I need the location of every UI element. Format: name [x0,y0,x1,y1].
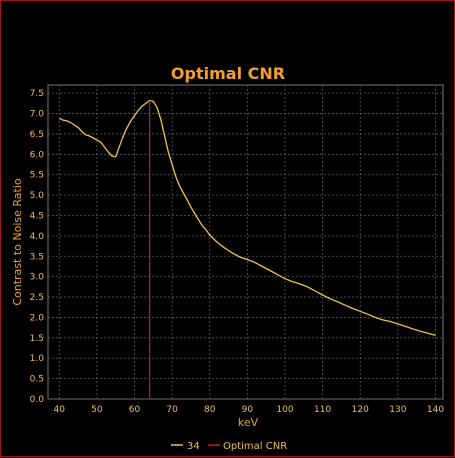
legend-label-34: 34 [187,441,200,452]
y-tick-label: 4.0 [30,232,45,242]
grid-layer [48,85,443,400]
y-axis-label: Contrast to Noise Ratio [11,178,24,306]
y-tick-labels: 0.0 0.5 1.0 1.5 2.0 2.5 3.0 3.5 4.0 4.5 5.0 5.5 6.0 6… [30,89,45,405]
y-tick-label: 5.5 [30,171,44,181]
y-tick-label: 4.5 [30,211,44,221]
x-tick-label: 60 [129,405,141,415]
x-tick-label: 90 [242,405,254,415]
series-layer [59,99,436,399]
x-tick-label: 80 [204,405,216,415]
x-tick-label: 110 [314,405,331,415]
series-line-34 [59,99,436,337]
x-axis-label: keV [238,416,259,429]
x-tick-label: 70 [166,405,178,415]
x-tick-label: 130 [389,405,406,415]
x-tick-labels: 40 50 60 70 80 90 100 110 120 130 140 [54,405,445,415]
y-tick-label: 3.5 [30,252,44,262]
x-tick-label: 100 [276,405,293,415]
chart-title: Optimal CNR [171,64,285,83]
y-tick-label: 2.0 [30,313,45,323]
plot-area [47,84,444,400]
y-tick-label: 7.0 [30,110,45,120]
y-tick-label: 3.0 [30,273,45,283]
legend-label-optimal-cnr: Optimal CNR [223,441,287,452]
y-tick-label: 6.0 [30,150,45,160]
y-tick-label: 7.5 [30,89,44,99]
y-tick-label: 1.0 [30,354,45,364]
legend: 34 Optimal CNR [171,441,287,452]
x-tick-label: 120 [352,405,369,415]
x-tick-label: 50 [91,405,103,415]
x-tick-label: 140 [427,405,444,415]
y-tick-label: 2.5 [30,293,44,303]
y-tick-label: 5.0 [30,191,45,201]
y-tick-label: 1.5 [30,334,44,344]
y-tick-label: 0.0 [30,395,45,405]
x-tick-label: 40 [54,405,66,415]
y-tick-label: 0.5 [30,375,44,385]
y-tick-label: 6.5 [30,130,44,140]
